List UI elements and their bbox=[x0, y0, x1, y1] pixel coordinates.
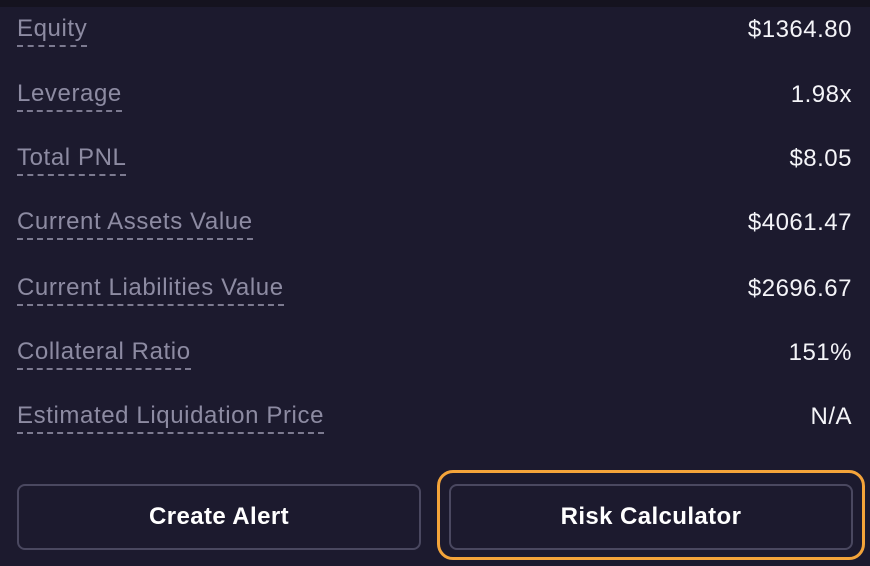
create-alert-button[interactable]: Create Alert bbox=[17, 484, 421, 550]
risk-calculator-button[interactable]: Risk Calculator bbox=[449, 484, 853, 550]
current-liabilities-value-label[interactable]: Current Liabilities Value bbox=[17, 273, 284, 306]
estimated-liquidation-price-label[interactable]: Estimated Liquidation Price bbox=[17, 401, 325, 434]
stat-row-current-liabilities-value: Current Liabilities Value $2696.67 bbox=[17, 273, 852, 313]
current-assets-value-value: $4061.47 bbox=[747, 209, 852, 236]
stat-row-estimated-liquidation-price: Estimated Liquidation Price N/A bbox=[17, 401, 852, 441]
stat-row-collateral-ratio: Collateral Ratio 151% bbox=[17, 337, 852, 377]
equity-label[interactable]: Equity bbox=[17, 14, 88, 47]
current-assets-value-label[interactable]: Current Assets Value bbox=[17, 207, 253, 240]
stat-row-total-pnl: Total PNL $8.05 bbox=[17, 143, 852, 183]
equity-value: $1364.80 bbox=[747, 16, 852, 43]
stat-row-equity: Equity $1364.80 bbox=[17, 14, 852, 54]
stat-row-leverage: Leverage 1.98x bbox=[17, 79, 852, 119]
collateral-ratio-value: 151% bbox=[788, 339, 852, 366]
total-pnl-value: $8.05 bbox=[789, 145, 852, 172]
current-liabilities-value-value: $2696.67 bbox=[747, 275, 852, 302]
leverage-value: 1.98x bbox=[790, 81, 852, 108]
stat-row-current-assets-value: Current Assets Value $4061.47 bbox=[17, 207, 852, 247]
estimated-liquidation-price-value: N/A bbox=[810, 403, 852, 430]
top-divider-bar bbox=[0, 0, 870, 7]
leverage-label[interactable]: Leverage bbox=[17, 79, 122, 112]
collateral-ratio-label[interactable]: Collateral Ratio bbox=[17, 337, 191, 370]
total-pnl-label[interactable]: Total PNL bbox=[17, 143, 127, 176]
